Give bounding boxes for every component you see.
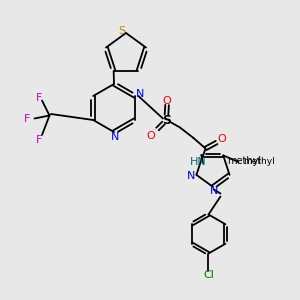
Text: N: N <box>210 186 219 197</box>
Text: S: S <box>118 26 125 36</box>
Text: HN: HN <box>190 157 206 167</box>
Text: N: N <box>111 132 119 142</box>
Text: S: S <box>162 113 171 127</box>
Text: O: O <box>146 131 155 141</box>
Text: N: N <box>136 89 144 100</box>
Text: O: O <box>217 134 226 145</box>
Text: O: O <box>163 95 172 106</box>
Text: F: F <box>24 113 30 124</box>
Text: Cl: Cl <box>203 269 214 280</box>
Text: methyl: methyl <box>243 158 275 166</box>
Text: N: N <box>187 171 195 182</box>
Text: F: F <box>36 93 42 103</box>
Text: F: F <box>36 134 42 145</box>
Text: methyl: methyl <box>227 156 261 166</box>
